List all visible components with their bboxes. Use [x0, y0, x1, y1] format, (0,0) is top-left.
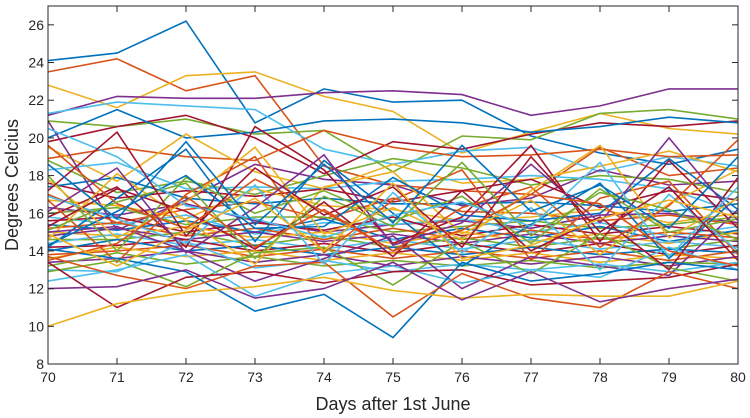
series-line-57	[47, 140, 739, 230]
y-tick-label: 24	[28, 55, 44, 71]
series-line-49	[47, 177, 739, 271]
series-line-30	[47, 244, 739, 262]
series-line-10	[47, 133, 739, 190]
series-line-9	[47, 129, 739, 162]
x-axis: 70 71 72 73 74 75 76 77 78 79 80	[40, 6, 746, 385]
x-tick-label: 74	[316, 369, 332, 385]
x-tick-label: 76	[454, 369, 470, 385]
series-line-4	[47, 88, 738, 117]
series-line-42	[47, 261, 739, 309]
series-line-41	[47, 246, 739, 298]
x-tick-label: 79	[661, 369, 677, 385]
series-line-35	[47, 125, 739, 249]
series-line-46	[47, 261, 739, 303]
series-line-38	[47, 169, 739, 266]
y-tick-label: 26	[28, 17, 44, 33]
x-tick-label: 71	[109, 369, 125, 385]
y-tick-label: 12	[28, 281, 44, 297]
x-axis-label: Days after 1st June	[315, 394, 470, 414]
y-tick-label: 20	[28, 130, 44, 146]
series-line-43	[47, 248, 739, 339]
y-tick-label: 22	[28, 92, 44, 108]
series-line-36	[47, 148, 739, 267]
y-tick-label: 16	[28, 205, 44, 221]
series-layer	[47, 20, 739, 339]
series-line-3	[47, 71, 739, 154]
x-tick-label: 73	[247, 369, 263, 385]
y-tick-label: 10	[28, 318, 44, 334]
series-line-13	[47, 161, 739, 215]
y-axis: 8 10 12 14 16 18 20 22 24 26	[28, 17, 738, 372]
x-tick-label: 77	[523, 369, 539, 385]
y-tick-label: 14	[28, 243, 44, 259]
x-tick-label: 80	[730, 369, 746, 385]
x-tick-label: 72	[178, 369, 194, 385]
series-line-8	[47, 108, 739, 139]
series-line-56	[47, 131, 739, 261]
y-tick-label: 18	[28, 168, 44, 184]
y-axis-label: Degrees Celcius	[2, 119, 22, 251]
x-tick-label: 70	[40, 369, 56, 385]
series-line-52	[47, 144, 739, 241]
x-tick-label: 75	[385, 369, 401, 385]
series-line-59	[47, 181, 739, 267]
series-line-14	[47, 178, 739, 209]
series-line-45	[47, 276, 739, 328]
x-tick-label: 78	[592, 369, 608, 385]
series-line-48	[47, 183, 739, 271]
series-line-58	[47, 193, 739, 267]
y-tick-label: 8	[36, 356, 44, 372]
series-line-55	[47, 127, 739, 258]
series-line-20	[47, 214, 739, 237]
